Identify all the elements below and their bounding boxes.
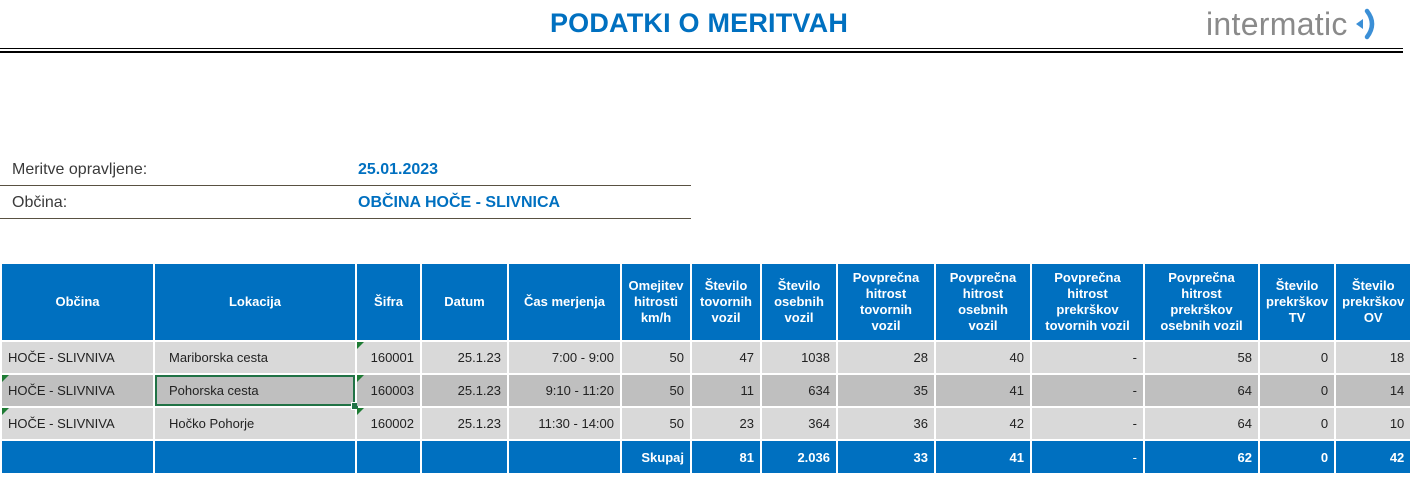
col-header-prek-tv[interactable]: Število prekrškov TV (1257, 262, 1337, 342)
total-cell[interactable] (0, 439, 155, 475)
total-cell[interactable] (507, 439, 622, 475)
col-header-obcina[interactable]: Občina (0, 262, 155, 342)
measured-value[interactable]: 25.01.2023 (358, 161, 439, 178)
cell-st-osebnih[interactable]: 364 (760, 406, 838, 441)
cell-povp-tovornih[interactable]: 28 (836, 340, 936, 375)
logo-text: intermatic (1206, 5, 1348, 42)
total-cell[interactable] (420, 439, 509, 475)
cell-st-osebnih[interactable]: 634 (760, 373, 838, 408)
cell-obcina[interactable]: HOČE - SLIVNIVA (0, 406, 155, 441)
cell-povp-osebnih[interactable]: 42 (934, 406, 1032, 441)
col-header-povp-prek-osebnih[interactable]: Povprečna hitrost prekrškov osebnih vozi… (1143, 262, 1260, 342)
total-cell[interactable] (355, 439, 422, 475)
speaker-signal-icon (1354, 6, 1378, 42)
col-header-lokacija[interactable]: Lokacija (153, 262, 357, 342)
cell-povp-tovornih[interactable]: 35 (836, 373, 936, 408)
col-header-st-tovornih[interactable]: Število tovornih vozil (690, 262, 762, 342)
total-povp-prek-osebnih[interactable]: 62 (1143, 439, 1260, 475)
cell-obcina[interactable]: HOČE - SLIVNIVA (0, 340, 155, 375)
total-prek-tv[interactable]: 0 (1257, 439, 1337, 475)
col-header-povp-prek-tovornih[interactable]: Povprečna hitrost prekrškov tovornih voz… (1030, 262, 1145, 342)
cell-st-tovornih[interactable]: 47 (690, 340, 762, 375)
cell-povp-prek-tovornih[interactable]: - (1030, 406, 1145, 441)
cell-omejitev[interactable]: 50 (620, 340, 692, 375)
col-header-cas[interactable]: Čas merjenja (507, 262, 622, 342)
cell-sifra[interactable]: 160001 (355, 340, 422, 375)
cell-prek-tv[interactable]: 0 (1257, 373, 1337, 408)
total-povp-prek-tovornih[interactable]: - (1030, 439, 1145, 475)
header-rule (0, 48, 1403, 49)
header-rule-double (0, 51, 1403, 53)
cell-cas[interactable]: 7:00 - 9:00 (507, 340, 622, 375)
cell-sifra-value: 160003 (370, 383, 414, 398)
error-indicator-icon (357, 342, 364, 349)
cell-omejitev[interactable]: 50 (620, 406, 692, 441)
table-row: HOČE - SLIVNIVA Pohorska cesta 160003 25… (0, 373, 1413, 410)
page-title: PODATKI O MERITVAH (549, 8, 849, 38)
cell-lokacija[interactable]: Mariborska cesta (153, 340, 357, 375)
cell-obcina-value: HOČE - SLIVNIVA (8, 416, 115, 431)
table-total-row: Skupaj 81 2.036 33 41 - 62 0 42 (0, 439, 1413, 475)
info-row-municipality: Občina: OBČINA HOČE - SLIVNICA (0, 186, 691, 219)
cell-obcina[interactable]: HOČE - SLIVNIVA (0, 373, 155, 408)
table-row: HOČE - SLIVNIVA Hočko Pohorje 160002 25.… (0, 406, 1413, 441)
col-header-datum[interactable]: Datum (420, 262, 509, 342)
cell-st-osebnih[interactable]: 1038 (760, 340, 838, 375)
cell-prek-ov[interactable]: 18 (1334, 340, 1413, 375)
cell-cas[interactable]: 9:10 - 11:20 (507, 373, 622, 408)
cell-prek-ov[interactable]: 10 (1334, 406, 1413, 441)
municipality-value[interactable]: OBČINA HOČE - SLIVNICA (358, 194, 561, 211)
cell-datum[interactable]: 25.1.23 (420, 340, 509, 375)
info-row-measured: Meritve opravljene: 25.01.2023 (0, 153, 691, 186)
cell-povp-prek-osebnih[interactable]: 58 (1143, 340, 1260, 375)
cell-prek-tv[interactable]: 0 (1257, 340, 1337, 375)
cell-sifra-value: 160002 (370, 416, 414, 431)
col-header-povp-osebnih[interactable]: Povprečna hitrost osebnih vozil (934, 262, 1032, 342)
col-header-st-osebnih[interactable]: Število osebnih vozil (760, 262, 838, 342)
municipality-label: Občina: (12, 194, 68, 211)
table-header-row: Občina Lokacija Šifra Datum Čas merjenja… (0, 262, 1413, 342)
error-indicator-icon (357, 375, 364, 382)
total-st-tovornih[interactable]: 81 (690, 439, 762, 475)
total-povp-tovornih[interactable]: 33 (836, 439, 936, 475)
cell-povp-prek-osebnih[interactable]: 64 (1143, 406, 1260, 441)
cell-lokacija-selected[interactable]: Pohorska cesta (153, 373, 359, 410)
cell-lokacija-value: Pohorska cesta (169, 383, 259, 398)
error-indicator-icon (2, 375, 9, 382)
col-header-povp-tovornih[interactable]: Povprečna hitrost tovornih vozil (836, 262, 936, 342)
cell-prek-ov[interactable]: 14 (1334, 373, 1413, 408)
table-row: HOČE - SLIVNIVA Mariborska cesta 160001 … (0, 340, 1413, 375)
cell-sifra[interactable]: 160002 (355, 406, 422, 441)
col-header-sifra[interactable]: Šifra (355, 262, 422, 342)
cell-cas[interactable]: 11:30 - 14:00 (507, 406, 622, 441)
cell-st-tovornih[interactable]: 11 (690, 373, 762, 408)
measurements-table: Občina Lokacija Šifra Datum Čas merjenja… (0, 262, 1413, 475)
total-st-osebnih[interactable]: 2.036 (760, 439, 838, 475)
cell-datum[interactable]: 25.1.23 (420, 406, 509, 441)
cell-sifra-value: 160001 (370, 350, 414, 365)
cell-povp-prek-tovornih[interactable]: - (1030, 340, 1145, 375)
col-header-prek-ov[interactable]: Število prekrškov OV (1334, 262, 1413, 342)
col-header-omejitev[interactable]: Omejitev hitrosti km/h (620, 262, 692, 342)
total-prek-ov[interactable]: 42 (1334, 439, 1413, 475)
cell-povp-prek-tovornih[interactable]: - (1030, 373, 1145, 408)
cell-omejitev[interactable]: 50 (620, 373, 692, 408)
cell-lokacija[interactable]: Hočko Pohorje (153, 406, 357, 441)
cell-povp-osebnih[interactable]: 40 (934, 340, 1032, 375)
total-povp-osebnih[interactable]: 41 (934, 439, 1032, 475)
total-label[interactable]: Skupaj (620, 439, 692, 475)
cell-obcina-value: HOČE - SLIVNIVA (8, 383, 115, 398)
intermatic-logo: intermatic (1206, 4, 1378, 44)
cell-povp-prek-osebnih[interactable]: 64 (1143, 373, 1260, 408)
cell-povp-osebnih[interactable]: 41 (934, 373, 1032, 408)
cell-datum[interactable]: 25.1.23 (420, 373, 509, 408)
cell-prek-tv[interactable]: 0 (1257, 406, 1337, 441)
measured-label: Meritve opravljene: (12, 161, 148, 178)
total-cell[interactable] (153, 439, 357, 475)
error-indicator-icon (357, 408, 364, 415)
error-indicator-icon (2, 408, 9, 415)
cell-sifra[interactable]: 160003 (355, 373, 422, 408)
cell-st-tovornih[interactable]: 23 (690, 406, 762, 441)
cell-povp-tovornih[interactable]: 36 (836, 406, 936, 441)
